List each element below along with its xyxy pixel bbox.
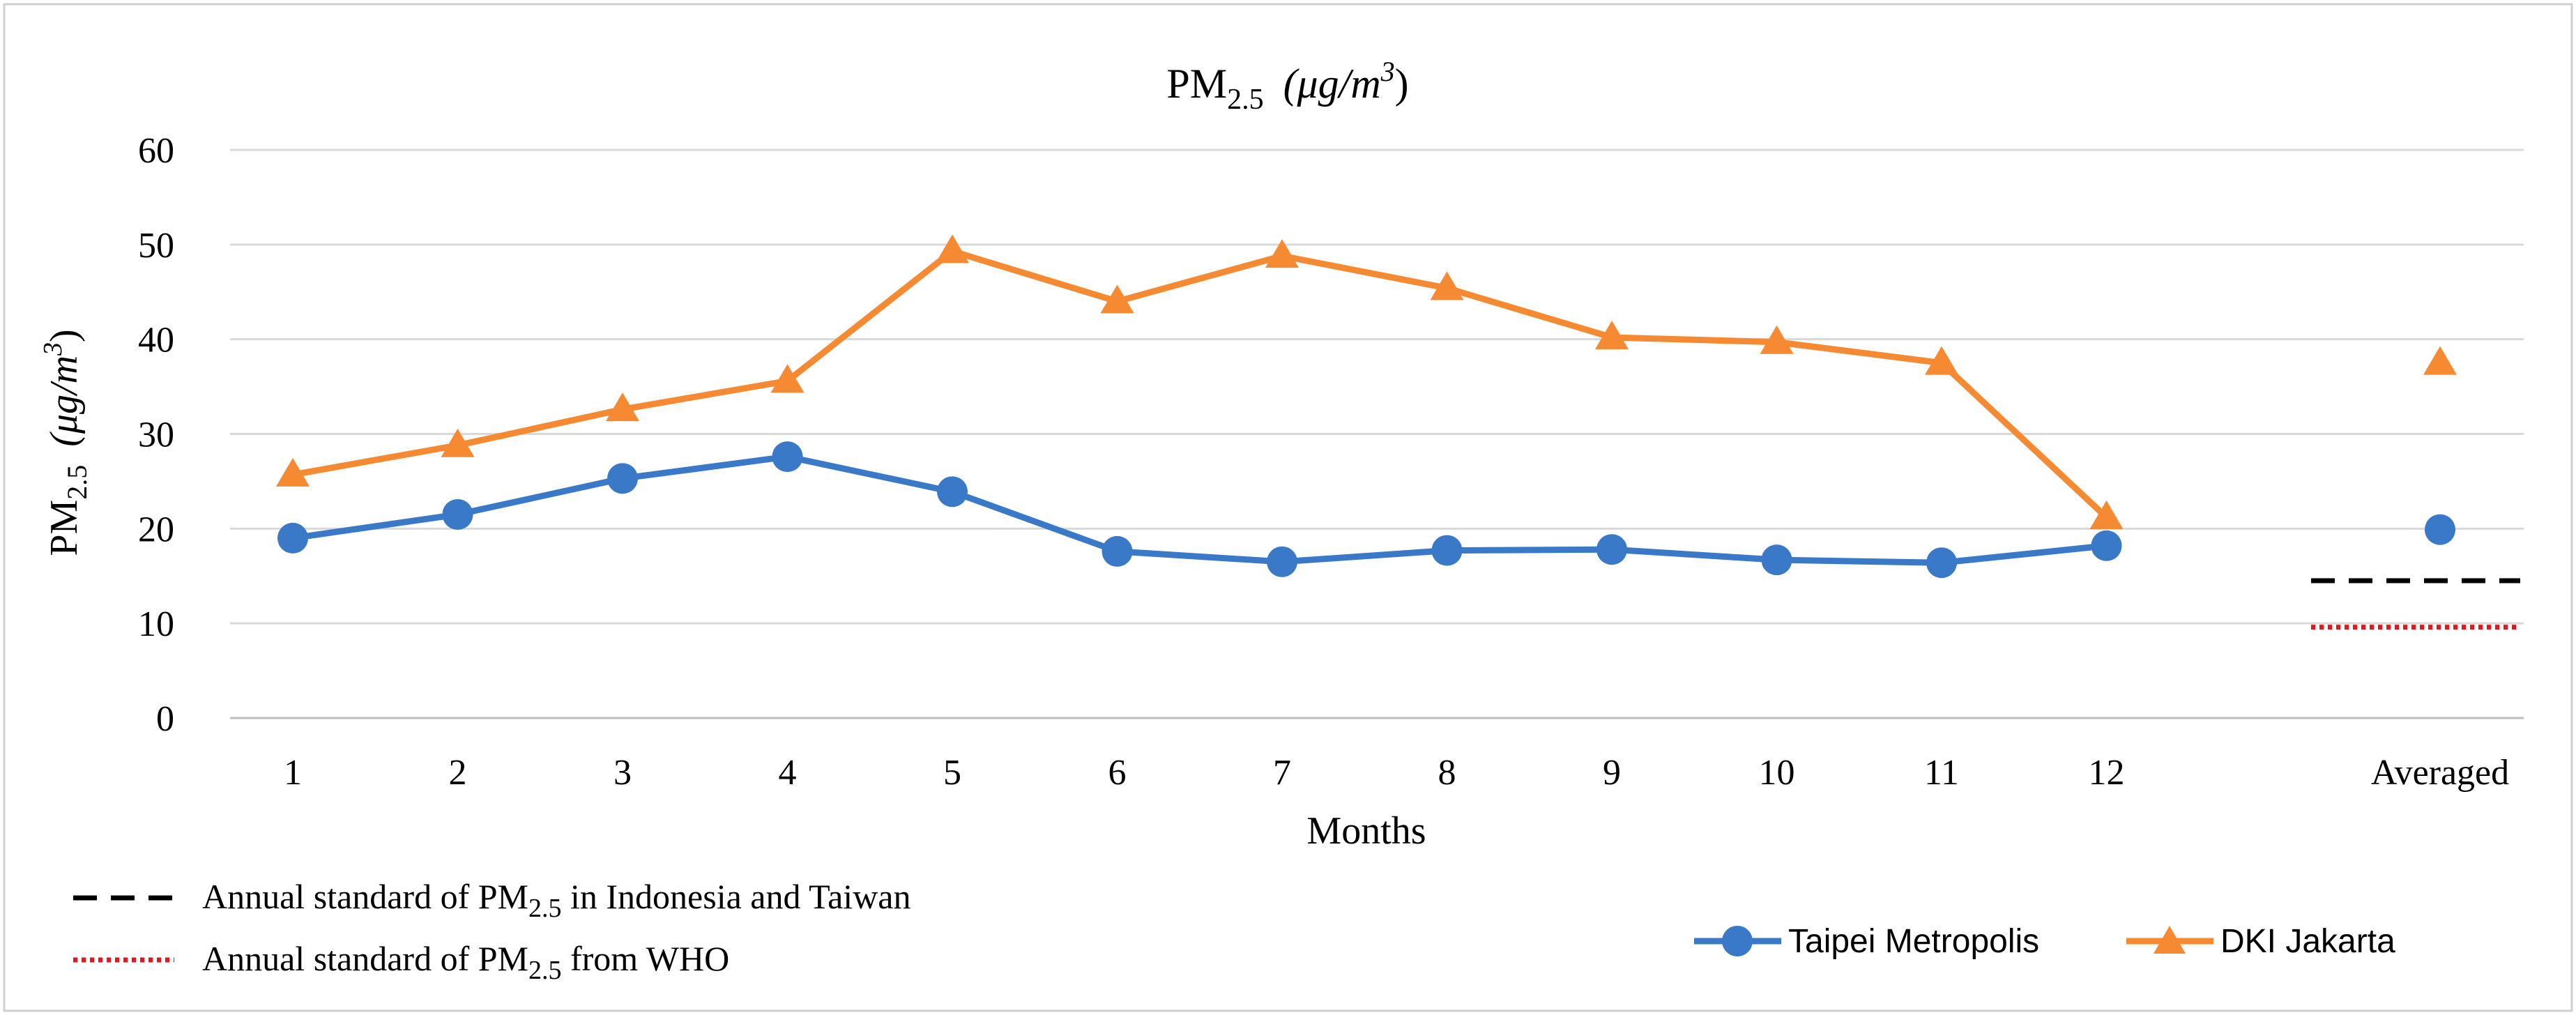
data-point-dki-jakarta — [2089, 501, 2124, 530]
gridlines — [230, 148, 2524, 719]
data-point-taipei-metropolis — [1596, 534, 1627, 565]
data-point-taipei-metropolis — [277, 522, 308, 554]
x-tick-label: 6 — [1108, 753, 1127, 793]
data-point-dki-jakarta — [770, 364, 805, 393]
data-point-dki-jakarta — [1595, 320, 1629, 349]
x-tick-label: 7 — [1273, 753, 1291, 793]
data-series — [276, 234, 2457, 579]
averaged-point-dki-jakarta — [2423, 346, 2457, 375]
x-tick-label: 10 — [1759, 753, 1795, 793]
data-point-dki-jakarta — [276, 457, 310, 487]
x-tick-labels: 1 2 3 4 5 6 7 8 9 10 11 12 Averaged — [284, 753, 2509, 793]
x-tick-label: 11 — [1924, 753, 1959, 793]
series-line-dki-jakarta — [292, 247, 2109, 520]
data-point-taipei-metropolis — [2091, 530, 2122, 561]
y-tick-label: 0 — [156, 699, 174, 739]
data-point-dki-jakarta — [936, 234, 969, 264]
data-point-taipei-metropolis — [1761, 544, 1792, 576]
data-point-taipei-metropolis — [1102, 535, 1133, 567]
averaged-point-taipei-metropolis — [2425, 514, 2455, 545]
legend-taipei-marker — [1722, 926, 1753, 956]
chart-border — [3, 3, 2573, 1012]
y-tick-label: 50 — [138, 226, 174, 266]
x-tick-label: 9 — [1603, 753, 1621, 793]
data-point-taipei-metropolis — [607, 463, 638, 494]
y-tick-label: 60 — [138, 131, 174, 171]
x-tick-label: 8 — [1438, 753, 1456, 793]
data-point-taipei-metropolis — [1267, 546, 1297, 577]
data-point-dki-jakarta — [1430, 271, 1464, 300]
data-point-dki-jakarta — [1925, 346, 1958, 375]
reference-lines — [2311, 578, 2520, 630]
y-tick-label: 10 — [138, 604, 174, 644]
data-point-taipei-metropolis — [1926, 547, 1957, 579]
legend-indonesia-taiwan-label: Annual standard of PM2.5 in Indonesia an… — [202, 877, 911, 923]
legend-jakarta-label: DKI Jakarta — [2220, 923, 2395, 960]
data-point-dki-jakarta — [1760, 325, 1794, 354]
y-tick-label: 30 — [138, 415, 174, 455]
y-axis-label: PM2.5(μg/m3) — [38, 329, 93, 556]
y-tick-label: 20 — [138, 510, 174, 549]
legend-who-label: Annual standard of PM2.5 from WHO — [202, 939, 729, 985]
x-tick-label: 1 — [284, 753, 302, 793]
x-tick-label-averaged: Averaged — [2371, 753, 2509, 793]
x-tick-label: 2 — [449, 753, 467, 793]
legend-jakarta-marker — [2154, 926, 2186, 954]
data-point-dki-jakarta — [441, 428, 475, 457]
x-axis-label: Months — [1306, 809, 1426, 853]
data-point-taipei-metropolis — [937, 476, 968, 508]
legend-taipei-label: Taipei Metropolis — [1788, 923, 2039, 960]
data-point-taipei-metropolis — [1431, 535, 1463, 566]
data-point-taipei-metropolis — [442, 498, 473, 530]
data-point-taipei-metropolis — [772, 441, 803, 473]
y-tick-label: 40 — [138, 321, 174, 360]
data-point-dki-jakarta — [1265, 239, 1299, 268]
x-tick-label: 4 — [779, 753, 797, 793]
x-tick-label: 5 — [943, 753, 961, 793]
x-tick-label: 3 — [613, 753, 632, 793]
reference-legend: Annual standard of PM2.5 in Indonesia an… — [73, 877, 911, 985]
x-tick-label: 12 — [2089, 753, 2125, 793]
chart-title: PM2.5 (μg/m3) — [1166, 56, 1408, 116]
data-point-dki-jakarta — [606, 392, 639, 422]
series-line-taipei-metropolis — [292, 453, 2107, 566]
y-tick-labels: 0 10 20 30 40 50 60 — [138, 131, 174, 739]
series-legend: Taipei Metropolis DKI Jakarta — [1694, 923, 2395, 960]
data-point-dki-jakarta — [1100, 284, 1134, 314]
